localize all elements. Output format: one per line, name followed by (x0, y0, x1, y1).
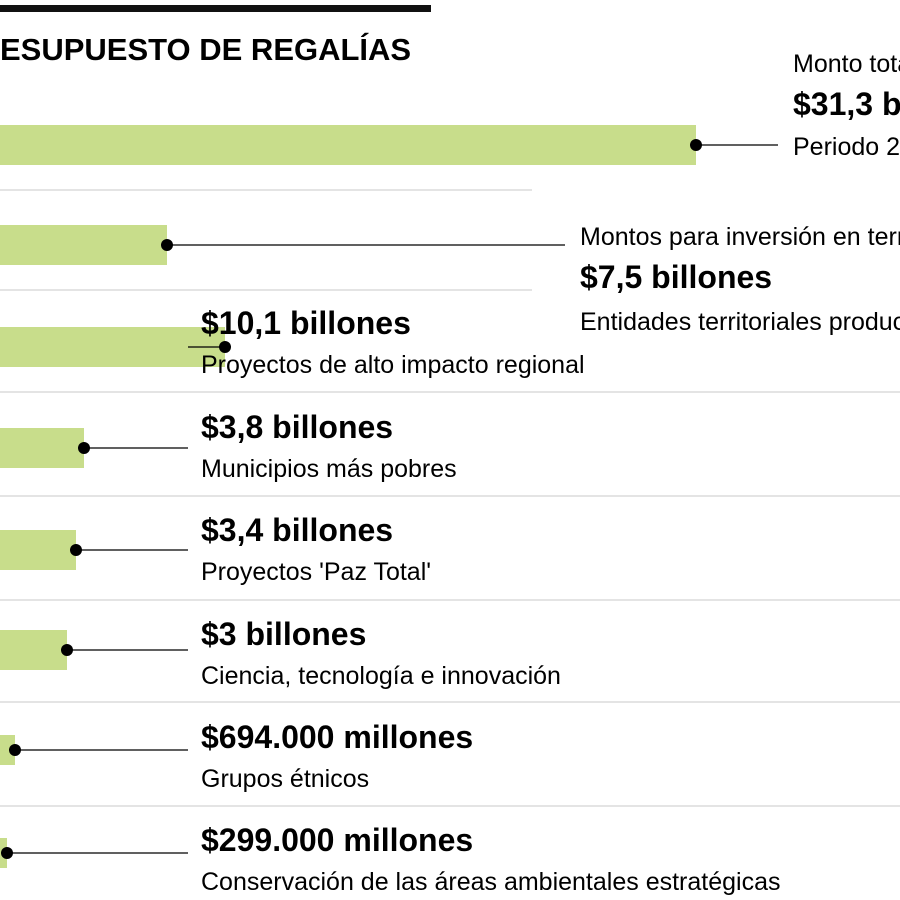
bar-value-label: $31,3 b (793, 86, 900, 122)
bar (0, 735, 15, 765)
bar-description: Proyectos de alto impacto regional (201, 351, 585, 379)
bar-value-label: $3,8 billones (201, 409, 393, 445)
bar-value-label: $3 billones (201, 616, 366, 652)
bar-label: Montos para inversión en territo (580, 223, 900, 251)
leader-dot (61, 644, 73, 656)
bar-description: Ciencia, tecnología e innovación (201, 662, 561, 690)
chart-title: ESUPUESTO DE REGALÍAS (0, 32, 411, 67)
title-rule (0, 5, 431, 12)
leader-dot (219, 341, 231, 353)
bar (0, 327, 225, 367)
leader-dot (9, 744, 21, 756)
bar (0, 428, 84, 468)
bar (0, 125, 696, 165)
bar-value-label: $694.000 millones (201, 719, 473, 755)
bar-value-label: $299.000 millones (201, 822, 473, 858)
leader-dot (78, 442, 90, 454)
bar-value-label: $10,1 billones (201, 305, 411, 341)
chart-marks: Monto tota $31,3 b Periodo 20 Montos para i… (0, 50, 900, 896)
bar-description: Entidades territoriales productor (580, 308, 900, 336)
bar-value-label: $7,5 billones (580, 259, 772, 295)
leader-dot (1, 847, 13, 859)
bar-label: Monto tota (793, 50, 900, 78)
leader-dot (690, 139, 702, 151)
leader-dot (70, 544, 82, 556)
bar (0, 225, 167, 265)
bar-description: Proyectos 'Paz Total' (201, 558, 431, 586)
bar-description: Grupos étnicos (201, 765, 369, 793)
bar-description: Periodo 20 (793, 133, 900, 161)
bar (0, 530, 76, 570)
bar-description: Conservación de las áreas ambientales es… (201, 868, 780, 896)
bar-description: Municipios más pobres (201, 455, 457, 483)
leader-dot (161, 239, 173, 251)
bar-value-label: $3,4 billones (201, 512, 393, 548)
bar (0, 630, 67, 670)
